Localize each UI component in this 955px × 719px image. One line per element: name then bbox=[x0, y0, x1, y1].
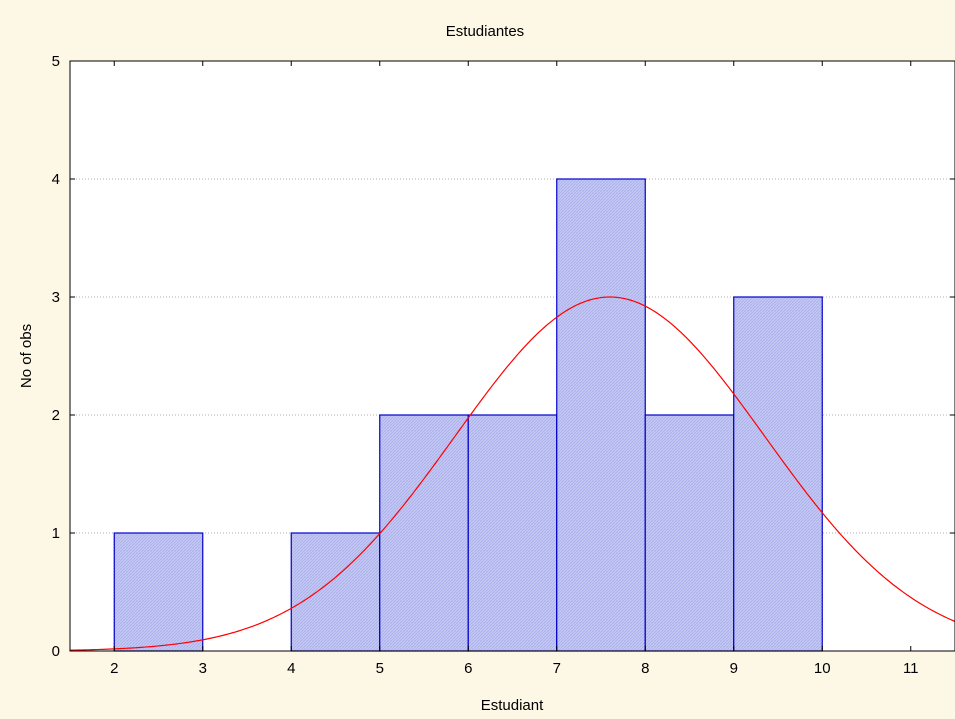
x-axis-label: Estudiant bbox=[481, 697, 544, 714]
x-tick-label: 7 bbox=[553, 660, 561, 677]
histogram-bar bbox=[733, 296, 823, 652]
y-tick-label: 1 bbox=[52, 525, 60, 542]
x-tick-label: 4 bbox=[287, 660, 295, 677]
histogram-bar bbox=[379, 414, 469, 652]
grid-lines bbox=[70, 178, 955, 534]
histogram-bar bbox=[290, 532, 381, 652]
chart-title: Estudiantes bbox=[446, 23, 524, 40]
x-tick-label: 2 bbox=[110, 660, 118, 677]
histogram-bar bbox=[644, 414, 735, 652]
y-tick-label: 5 bbox=[52, 53, 60, 70]
axis-ticks: 2 3 4 5 6 7 8 9 10 11 0 1 2 3 4 5 bbox=[52, 53, 955, 677]
histogram-bar bbox=[556, 178, 646, 652]
y-tick-label: 2 bbox=[52, 407, 60, 424]
histogram-bar bbox=[113, 532, 204, 652]
x-tick-label: 8 bbox=[641, 660, 649, 677]
histogram-bars bbox=[113, 178, 823, 652]
y-tick-label: 0 bbox=[52, 643, 60, 660]
y-axis-label: No of obs bbox=[18, 324, 35, 388]
x-tick-label: 10 bbox=[814, 660, 831, 677]
plot-frame bbox=[69, 60, 955, 652]
x-tick-label: 9 bbox=[730, 660, 738, 677]
y-tick-label: 4 bbox=[52, 171, 60, 188]
x-tick-label: 5 bbox=[376, 660, 384, 677]
x-tick-label: 11 bbox=[903, 660, 919, 677]
x-tick-label: 3 bbox=[199, 660, 207, 677]
normal-fit-curve bbox=[69, 296, 955, 651]
histogram-bar bbox=[467, 414, 558, 652]
y-tick-label: 3 bbox=[52, 289, 60, 306]
x-tick-label: 6 bbox=[464, 660, 472, 677]
